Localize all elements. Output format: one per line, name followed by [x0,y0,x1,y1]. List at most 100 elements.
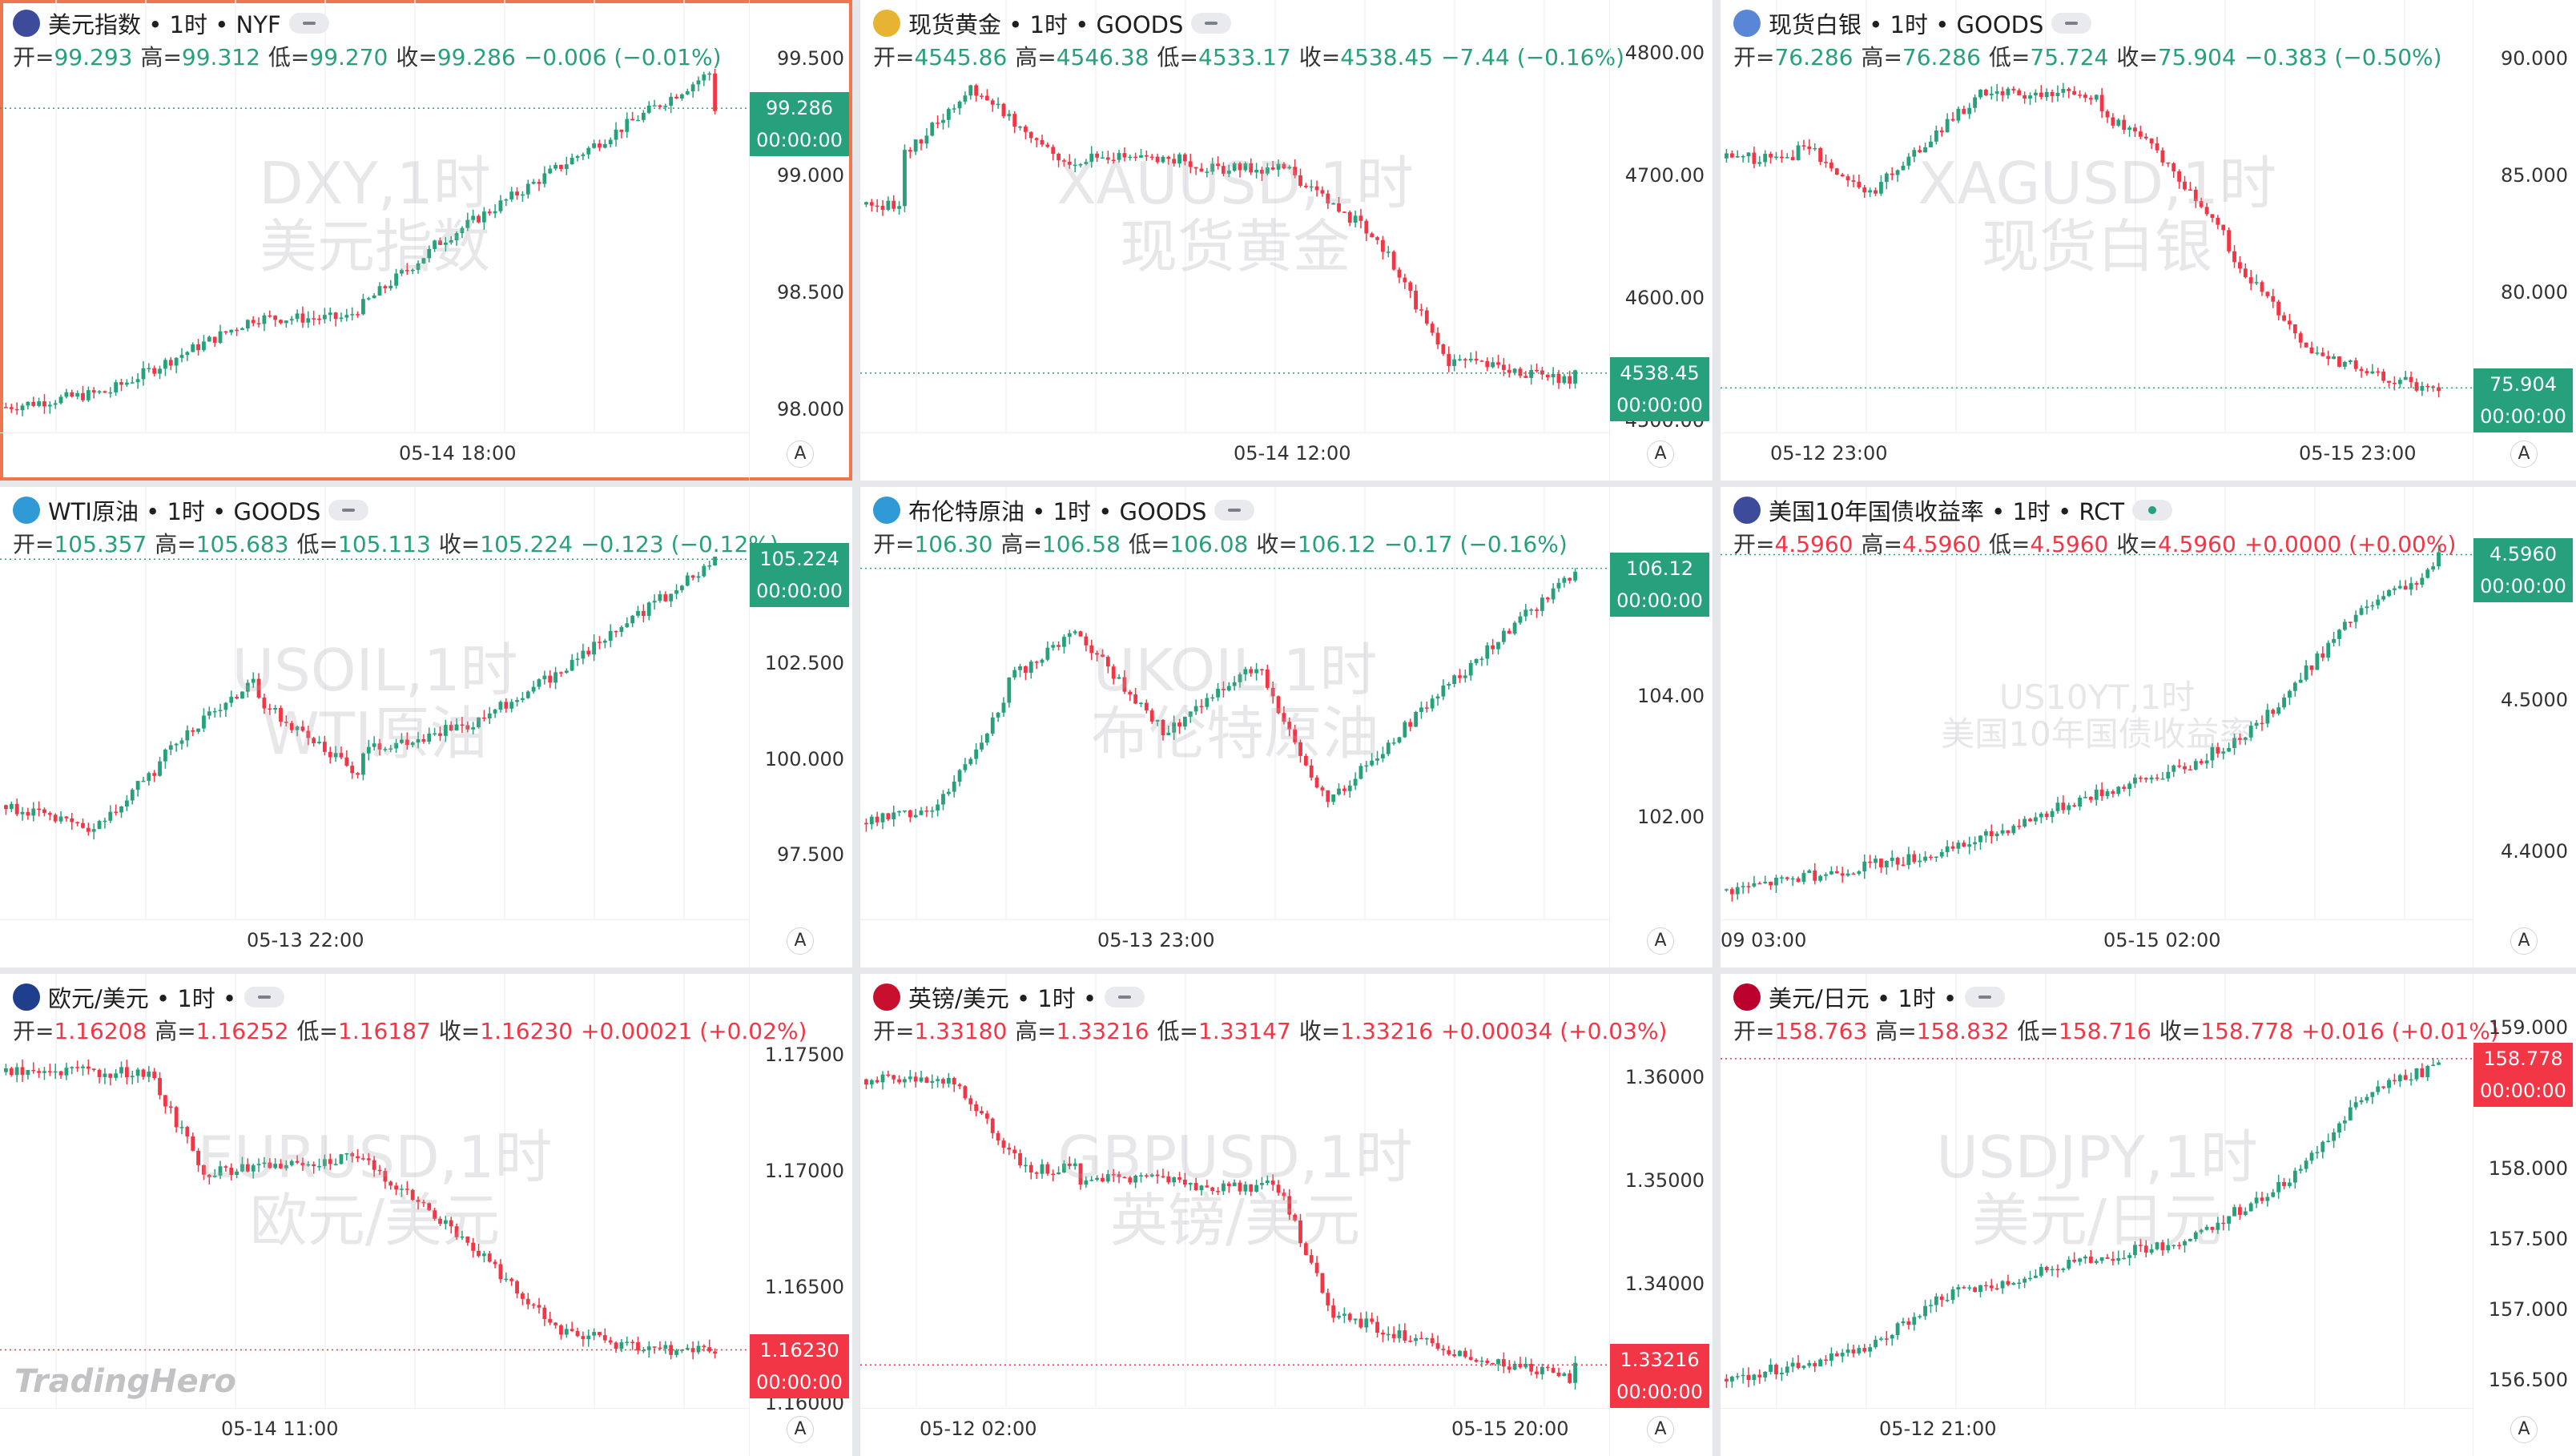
candle-body [669,96,674,107]
candle-body [1149,156,1154,159]
ohlc-value: 1.16252 [195,1018,289,1044]
chart-panel-us10y[interactable]: US10YT,1时 美国10年国债收益率 美国10年国债收益率 • 1时 • RCT… [1721,487,2576,967]
auto-scale-button[interactable]: A [1647,1416,1674,1443]
chart-panel-brent[interactable]: UKOIL,1时 布伦特原油 布伦特原油 • 1时 • GOODS 开=106.30 高… [860,487,1713,967]
chart-panel-dxy[interactable]: DXY,1时 美元指数 美元指数 • 1时 • NYF 开=99.293 高=99.31… [0,0,852,481]
price-axis[interactable] [749,974,852,1456]
price-axis[interactable] [749,0,852,481]
chart-header[interactable]: 布伦特原油 • 1时 • GOODS [873,493,1255,527]
chart-header[interactable]: 欧元/美元 • 1时 • [13,980,285,1014]
chart-header[interactable]: 美元/日元 • 1时 • [1733,980,2006,1014]
candle-body [1222,688,1226,691]
price-axis[interactable] [749,487,852,967]
bar-countdown: 00:00:00 [750,575,849,608]
candle-body [1193,167,1198,169]
ohlc-readout: 开=4545.86 高=4546.38 低=4533.17 收=4538.45 −7.4… [873,40,1632,72]
chart-panel-gbp[interactable]: GBPUSD,1时 英镑/美元 英镑/美元 • 1时 • 开=1.33180 高=1.3… [860,974,1713,1456]
chart-panel-wti[interactable]: USOIL,1时 WTI原油 WTI原油 • 1时 • GOODS 开=105.357… [0,487,852,967]
candle-body [1040,1164,1044,1174]
chart-header[interactable]: 美国10年国债收益率 • 1时 • RCT [1733,493,2173,527]
collapse-toggle-icon[interactable] [1965,987,2006,1008]
auto-scale-button[interactable]: A [2510,1416,2538,1443]
price-axis[interactable] [2473,0,2576,481]
chart-header[interactable]: 英镑/美元 • 1时 • [873,980,1145,1014]
chart-panel-jpy[interactable]: USDJPY,1时 美元/日元 美元/日元 • 1时 • 开=158.763 高=158… [1721,974,2576,1456]
candle-body [1139,1175,1143,1176]
candle-body [2183,1241,2187,1245]
ohlc-label: 高= [1000,531,1042,557]
chart-header[interactable]: 现货黄金 • 1时 • GOODS [873,6,1232,40]
candle-body [196,728,200,732]
candle-body [1545,374,1550,378]
collapse-toggle-icon[interactable] [2051,13,2092,34]
auto-scale-button[interactable]: A [2510,927,2538,955]
time-axis[interactable] [860,919,1610,920]
candle-body [903,1079,907,1083]
candle-body [64,1068,69,1076]
market-status-icon[interactable] [2132,500,2173,521]
chart-header[interactable]: WTI原油 • 1时 • GOODS [13,493,369,527]
candle-body [1813,147,1817,150]
time-axis[interactable] [0,1408,750,1409]
candle-body [322,742,327,752]
ohlc-value: 75.724 [2030,44,2109,70]
candle-body [559,164,563,169]
candle-body [2078,1258,2082,1262]
candle-body [1309,765,1314,778]
chart-panel-xau[interactable]: XAUUSD,1时 现货黄金 现货黄金 • 1时 • GOODS 开=4545.86 高… [860,0,1713,481]
price-tick-label: 99.000 [777,163,844,187]
candle-body [300,1162,305,1166]
chart-panel-xag[interactable]: XAGUSD,1时 现货白银 现货白银 • 1时 • GOODS 开=76.286 高=… [1721,0,2576,481]
candle-body [1573,370,1577,384]
candle-body [1573,1362,1577,1383]
time-axis[interactable] [860,432,1610,433]
auto-scale-button[interactable]: A [787,927,814,955]
time-axis[interactable] [1721,1408,2473,1409]
price-axis[interactable] [1609,487,1713,967]
candle-body [47,1071,52,1072]
candle-body [1901,1321,1906,1324]
price-axis[interactable] [2473,974,2576,1456]
time-tick-label: 05-12 02:00 [920,1418,1037,1440]
time-axis[interactable] [860,1408,1610,1409]
auto-scale-button[interactable]: A [1647,440,1674,468]
time-axis[interactable] [1721,432,2473,433]
time-axis[interactable] [0,919,750,920]
candle-body [1028,131,1033,139]
candle-body [696,1345,701,1353]
price-axis[interactable] [1609,0,1713,481]
chart-header[interactable]: 美元指数 • 1时 • NYF [13,6,329,40]
candle-body [300,726,305,731]
time-axis[interactable] [0,432,750,433]
ohlc-value: −0.17 (−0.16%) [1383,531,1568,557]
candle-body [1463,359,1467,361]
candle-body [207,1174,211,1177]
candle-body [1161,719,1165,736]
collapse-toggle-icon[interactable] [1214,500,1255,521]
collapse-toggle-icon[interactable] [328,500,369,521]
auto-scale-button[interactable]: A [1647,927,1674,955]
collapse-toggle-icon[interactable] [288,13,329,34]
candle-body [630,615,635,624]
candle-body [1912,1317,1917,1325]
candle-body [130,1076,135,1078]
candle-body [2365,606,2369,609]
price-axis[interactable] [1609,974,1713,1456]
price-tick-label: 99.500 [777,46,844,70]
collapse-toggle-icon[interactable] [1191,13,1232,34]
candle-body [2199,201,2204,207]
candle-body [707,73,712,75]
time-axis[interactable] [1721,919,2473,920]
candle-body [598,143,602,148]
collapse-toggle-icon[interactable] [1105,987,1145,1008]
candle-body [372,743,376,747]
auto-scale-button[interactable]: A [787,1416,814,1443]
chart-header[interactable]: 现货白银 • 1时 • GOODS [1733,6,2092,40]
collapse-toggle-icon[interactable] [244,987,285,1008]
candle-body [2149,777,2154,780]
candle-body [42,809,46,814]
auto-scale-button[interactable]: A [787,440,814,468]
price-axis[interactable] [2473,487,2576,967]
auto-scale-button[interactable]: A [2510,440,2538,468]
candle-body [570,659,574,671]
